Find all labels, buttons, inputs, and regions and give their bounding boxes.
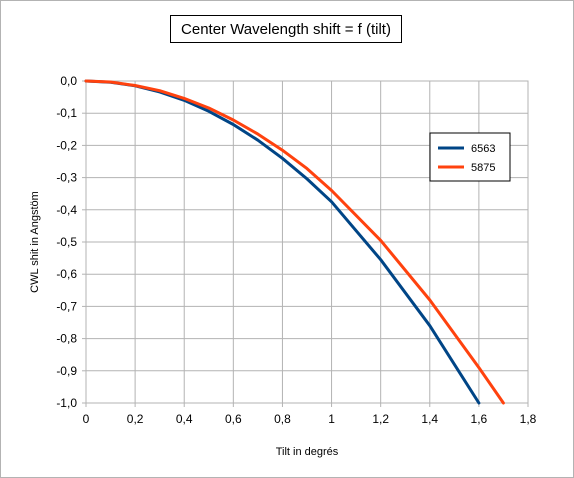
- y-tick-label: -0,8: [56, 332, 77, 346]
- legend: 6563 5875: [429, 132, 511, 182]
- x-tick-label: 0,4: [176, 412, 193, 426]
- legend-label-6563: 6563: [471, 143, 495, 155]
- x-tick-label: 0,6: [225, 412, 242, 426]
- x-tick-label: 1,8: [520, 412, 537, 426]
- y-tick-label: 0,0: [60, 74, 77, 88]
- y-tick-label: -0,5: [56, 235, 77, 249]
- x-tick-label: 1,6: [471, 412, 488, 426]
- plot-area-border: [85, 80, 529, 404]
- x-tick-label: 1: [328, 412, 335, 426]
- tick-labels: 0 0,2 0,4 0,6 0,8 1 1,2 1,4 1,6 1,8 0,0 -0,1 -0,2 -0,…: [56, 74, 536, 426]
- x-tick-label: 0: [83, 412, 90, 426]
- legend-label-5875: 5875: [471, 162, 495, 174]
- legend-box: [429, 132, 511, 182]
- x-tick-label: 1,2: [372, 412, 389, 426]
- y-tick-label: -0,3: [56, 171, 77, 185]
- axes: [82, 80, 529, 407]
- x-tick-label: 0,8: [274, 412, 291, 426]
- y-tick-label: -0,7: [56, 299, 77, 313]
- y-tick-label: -0,9: [56, 364, 77, 378]
- y-tick-label: -0,6: [56, 267, 77, 281]
- y-tick-label: -1,0: [56, 396, 77, 410]
- chart-title: Center Wavelength shift = f (tilt): [170, 15, 402, 43]
- x-tick-label: 1,4: [421, 412, 438, 426]
- x-tick-label: 0,2: [127, 412, 144, 426]
- y-axis-label: CWL shit in Angstöm: [29, 191, 41, 293]
- series-line-5875: [84, 79, 505, 405]
- y-tick-label: -0,2: [56, 138, 77, 152]
- x-axis-label: Tilt in degrés: [276, 446, 339, 458]
- y-tick-label: -0,4: [56, 203, 77, 217]
- y-tick-label: -0,1: [56, 106, 77, 120]
- grid: [85, 80, 529, 404]
- series-lines: [84, 79, 505, 405]
